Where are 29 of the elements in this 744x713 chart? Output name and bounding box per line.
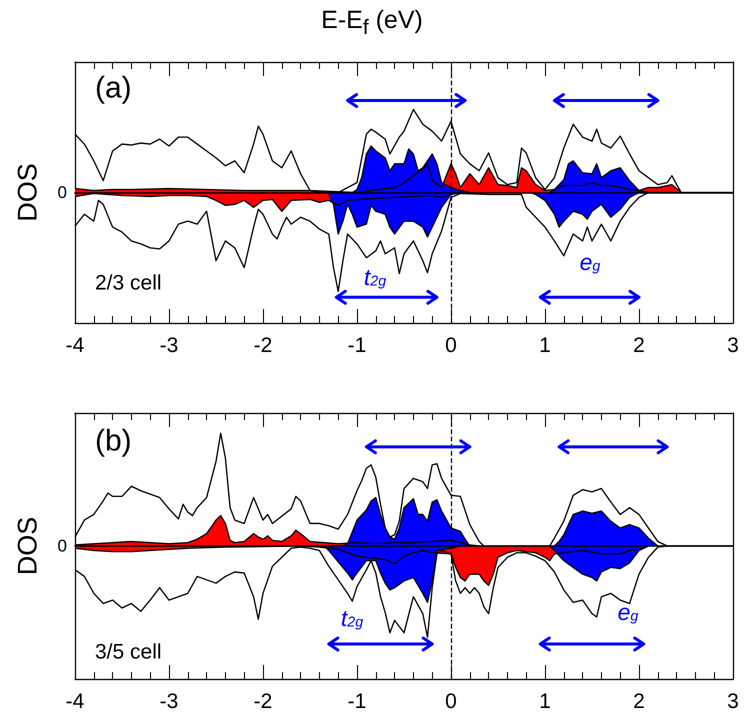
annotation: eg	[618, 599, 638, 625]
x-tick-label: -1	[348, 334, 366, 357]
x-tick-label: 2	[633, 334, 645, 357]
x-tick-label: -4	[66, 334, 85, 357]
annotation: t2g	[364, 264, 386, 290]
x-tick-label: -3	[160, 334, 178, 357]
chart-title: E-E$_{f}$ (eV)	[320, 6, 424, 40]
annotation: 2/3 cell	[95, 272, 162, 294]
x-tick-label: -4	[66, 690, 85, 713]
x-tick-label: -3	[160, 690, 178, 713]
x-tick-label: 0	[445, 334, 457, 357]
x-tick-label: 0	[445, 690, 457, 713]
annotation: (b)	[95, 424, 132, 458]
text: (a)	[95, 72, 132, 104]
x-tick-label: 3	[727, 690, 739, 713]
annotation: eg	[580, 249, 600, 275]
x-tick-label: 1	[539, 334, 551, 357]
y-axis-title: DOS	[12, 516, 42, 576]
x-tick-label: -2	[254, 334, 272, 357]
annotation: t2g	[340, 605, 364, 631]
annotation: 0	[58, 536, 67, 556]
x-tick-label: 1	[539, 690, 551, 713]
annotation: 0	[58, 183, 67, 202]
y-axis-title: DOS	[12, 163, 42, 222]
x-tick-label: 2	[633, 690, 645, 713]
x-tick-label: 3	[727, 334, 739, 357]
x-tick-label: -2	[254, 690, 272, 713]
text: 3/5 cell	[95, 640, 162, 664]
x-tick-label: -1	[348, 690, 366, 713]
